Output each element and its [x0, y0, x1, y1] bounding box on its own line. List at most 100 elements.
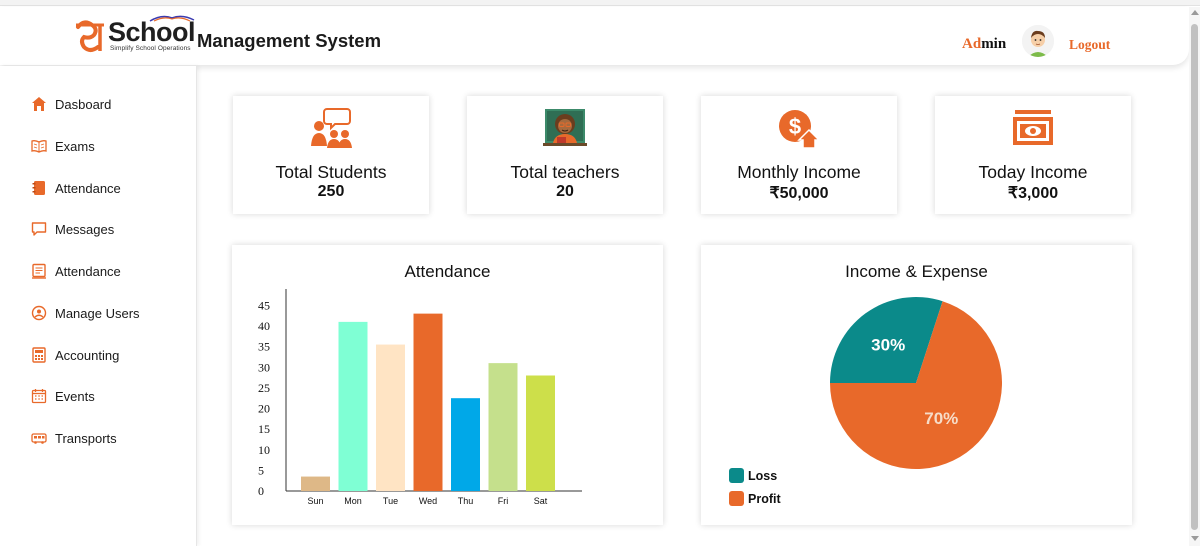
income-expense-chart-title: Income & Expense [845, 262, 988, 281]
pie-value-label: 70% [924, 409, 958, 428]
teacher-icon [543, 106, 587, 150]
stat-card-today-income[interactable]: Today Income ₹3,000 [935, 96, 1131, 214]
bar-tue[interactable] [376, 344, 405, 491]
stat-title: Total Students [275, 162, 387, 182]
legend-item-profit[interactable]: Profit [729, 491, 781, 506]
logo-tagline: Simplify School Operations [110, 45, 191, 52]
sidebar-item-label: Events [55, 388, 95, 404]
bar-sun[interactable] [301, 476, 330, 491]
scroll-up-arrow-icon[interactable] [1191, 10, 1199, 15]
x-tick-label: Wed [419, 496, 437, 506]
sidebar-item-attendance[interactable]: Attendance [31, 177, 121, 199]
sidebar-item-label: Accounting [55, 347, 120, 363]
sidebar-item-dashboard[interactable]: Dasboard [31, 93, 111, 115]
x-tick-label: Tue [383, 496, 398, 506]
home-icon [31, 96, 47, 112]
admin-label-prefix: Ad [962, 36, 982, 52]
income-icon: $ [777, 106, 821, 150]
attendance-chart-card: Attendance 0 5 10 15 20 25 30 35 40 45 Sun Mon Tue We… [232, 245, 663, 525]
bus-icon [31, 430, 47, 446]
y-tick-label: 35 [258, 340, 270, 354]
scroll-down-arrow-icon[interactable] [1191, 536, 1199, 541]
stat-value: ₹3,000 [1007, 185, 1059, 202]
sidebar-item-label: Messages [55, 221, 115, 237]
sidebar-item-label: Manage Users [55, 305, 140, 321]
stat-value: 250 [317, 183, 345, 200]
pie-value-label: 30% [871, 336, 905, 355]
income-expense-chart-card: Income & Expense 30% 70% Loss Profit [701, 245, 1132, 525]
scrollbar-thumb[interactable] [1191, 24, 1198, 530]
pie-slice-profit[interactable] [830, 301, 1002, 469]
sidebar-item-label: Attendance [55, 180, 121, 196]
message-icon [31, 221, 47, 237]
bar-wed[interactable] [413, 313, 443, 491]
sidebar-item-events[interactable]: Events [31, 385, 95, 407]
y-tick-label: 40 [258, 319, 270, 333]
book-icon [31, 138, 47, 154]
calendar-icon [31, 388, 47, 404]
sidebar-item-exams[interactable]: Exams [31, 135, 95, 157]
notebook-icon [31, 180, 47, 196]
calculator-icon [31, 347, 47, 363]
money-icon [1011, 106, 1055, 150]
stat-card-monthly-income[interactable]: $ Monthly Income ₹50,000 [701, 96, 897, 214]
legend-swatch-loss [729, 468, 744, 483]
legend-item-loss[interactable]: Loss [729, 468, 777, 483]
users-icon [31, 305, 47, 321]
y-tick-label: 0 [258, 484, 264, 498]
sidebar-item-accounting[interactable]: Accounting [31, 344, 119, 366]
sidebar-item-messages[interactable]: Messages [31, 218, 114, 240]
y-tick-label: 15 [258, 422, 270, 436]
legend-swatch-profit [729, 491, 744, 506]
stat-title: Monthly Income [737, 162, 861, 182]
pie-slice-loss[interactable] [830, 297, 943, 383]
x-tick-label: Sun [307, 496, 323, 506]
logo-emblem-icon [74, 17, 108, 55]
top-header: School Simplify School Operations Manage… [0, 7, 1189, 65]
attendance-chart-title: Attendance [404, 262, 491, 281]
sidebar-item-label: Dasboard [55, 96, 112, 112]
legend-label: Profit [748, 491, 781, 506]
legend-label: Loss [748, 468, 778, 483]
sidebar-item-manage-users[interactable]: Manage Users [31, 302, 140, 324]
sidebar-item-label: Transports [55, 430, 117, 446]
stat-card-total-students[interactable]: Total Students 250 [233, 96, 429, 214]
stat-value: ₹50,000 [769, 185, 829, 202]
stat-title: Total teachers [510, 162, 620, 182]
app-title: Management System [197, 30, 382, 51]
y-tick-label: 45 [258, 298, 270, 312]
logout-link[interactable]: Logout [1069, 37, 1111, 52]
stat-card-total-teachers[interactable]: Total teachers 20 [467, 96, 663, 214]
income-expense-pie-chart: 30% 70% [830, 297, 1002, 469]
sidebar-item-transports[interactable]: Transports [31, 427, 117, 449]
logo-swoosh-icon [149, 15, 195, 22]
x-tick-label: Fri [498, 496, 509, 506]
svg-text:$: $ [789, 114, 801, 139]
bar-mon[interactable] [338, 321, 368, 491]
bar-fri[interactable] [488, 363, 518, 491]
avatar-face-icon [1022, 25, 1054, 57]
sidebar-item-attendance-2[interactable]: Attendance [31, 260, 121, 282]
x-tick-label: Mon [344, 496, 362, 506]
browser-top-edge [0, 0, 1200, 6]
y-tick-label: 10 [258, 443, 270, 457]
y-tick-label: 25 [258, 381, 270, 395]
sidebar-item-label: Exams [55, 138, 95, 154]
logo-word: School [108, 17, 196, 47]
x-tick-label: Thu [458, 496, 474, 506]
app-logo[interactable]: School Simplify School Operations [74, 15, 196, 61]
stat-value: 20 [556, 183, 574, 200]
y-tick-label: 5 [258, 463, 264, 477]
user-avatar[interactable] [1022, 25, 1054, 57]
attendance-bar-chart: 0 5 10 15 20 25 30 35 40 45 Sun Mon Tue Wed Thu Fri Sat [258, 289, 582, 506]
bar-sat[interactable] [526, 375, 555, 492]
admin-label: Admin [962, 36, 1006, 53]
stat-title: Today Income [978, 162, 1088, 182]
clipboard-icon [31, 263, 47, 279]
sidebar: Dasboard Exams Attendance Messages Atten… [0, 66, 197, 546]
y-tick-label: 30 [258, 360, 270, 374]
x-tick-label: Sat [534, 496, 548, 506]
bar-thu[interactable] [451, 398, 480, 491]
students-icon [309, 106, 353, 150]
admin-label-suffix: min [981, 36, 1007, 52]
